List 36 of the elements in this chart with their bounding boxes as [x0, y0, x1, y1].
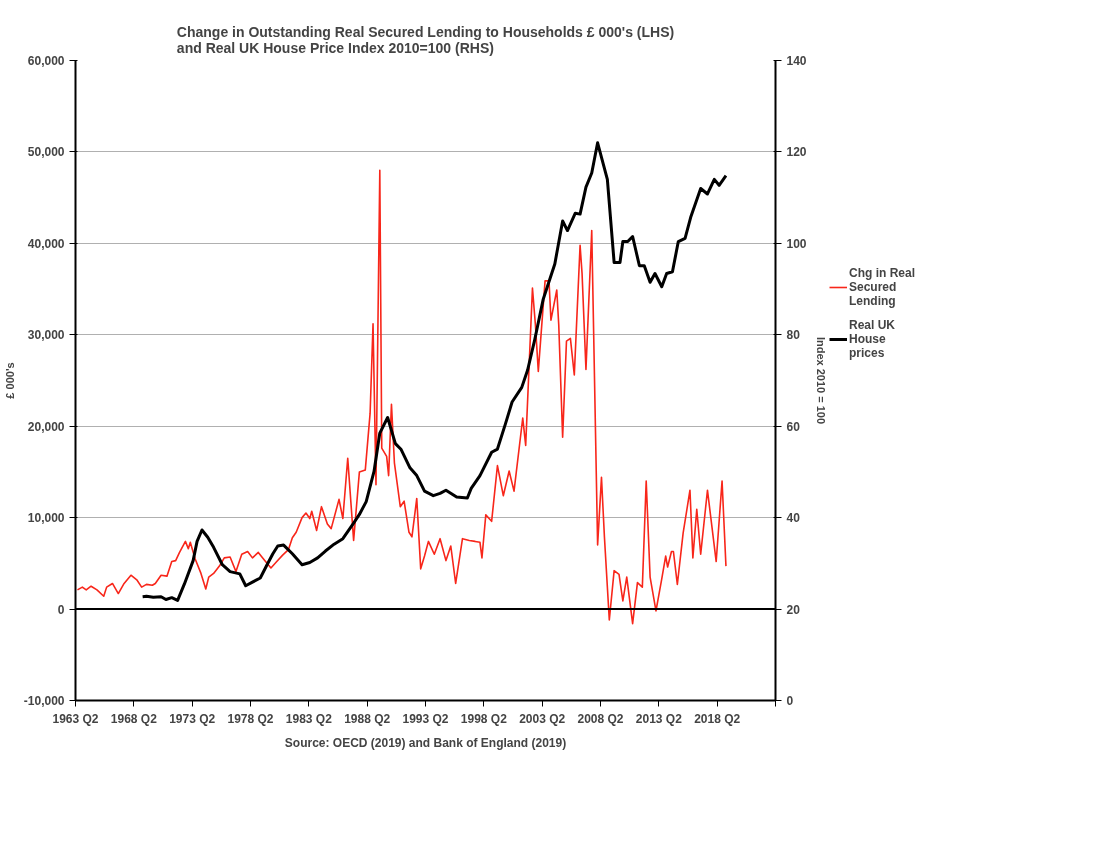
y-axis-title: £ 000's: [3, 362, 16, 399]
y-tick-label: 0: [57, 602, 65, 617]
y-tick-label: -10,000: [23, 694, 65, 708]
y2-tick-label: 40: [786, 511, 801, 526]
y2-tick-label: 120: [786, 145, 807, 160]
y-tick-label: 20,000: [27, 419, 65, 434]
x-tick-label: 1968 Q2: [110, 711, 158, 726]
source-note: Source: OECD (2019) and Bank of England (2019): [284, 735, 567, 750]
y-tick-label: 50,000: [27, 145, 65, 160]
y2-axis-title: Index 2010 = 100: [814, 336, 827, 425]
y-tick-label: 10,000: [27, 511, 65, 526]
y-tick-label: 30,000: [27, 328, 65, 343]
x-tick-label: 2013 Q2: [635, 711, 683, 726]
x-tick-label: 1973 Q2: [169, 711, 216, 726]
legend-label: Real UK House prices: [849, 318, 896, 360]
x-tick-label: 1998 Q2: [460, 711, 508, 726]
y2-tick-label: 60: [786, 419, 801, 434]
x-tick-label: 2003 Q2: [519, 711, 566, 726]
y2-tick-label: 0: [786, 694, 794, 708]
y2-tick-label: 80: [786, 328, 801, 343]
chart-title: Change in Outstanding Real Secured Lending to Households £ 000's (LHS) and Real UK House Price Index 2010=100 (RHS): [176, 23, 675, 56]
y2-tick-label: 20: [786, 602, 801, 617]
y2-tick-label: 140: [786, 54, 807, 68]
x-tick-label: 1963 Q2: [52, 711, 99, 726]
x-tick-label: 1978 Q2: [227, 711, 274, 726]
line-series: [76, 169, 727, 625]
x-tick-label: 2018 Q2: [694, 711, 741, 726]
y-tick-label: 40,000: [27, 236, 65, 251]
line-series: [141, 141, 728, 602]
legend-label: Chg in Real Secured Lending: [849, 266, 916, 308]
x-tick-label: 1988 Q2: [344, 711, 391, 726]
x-tick-label: 2008 Q2: [577, 711, 624, 726]
y2-tick-label: 100: [786, 236, 807, 251]
x-tick-label: 1983 Q2: [285, 711, 333, 726]
x-tick-label: 1993 Q2: [402, 711, 449, 726]
y-tick-label: 60,000: [27, 54, 65, 68]
